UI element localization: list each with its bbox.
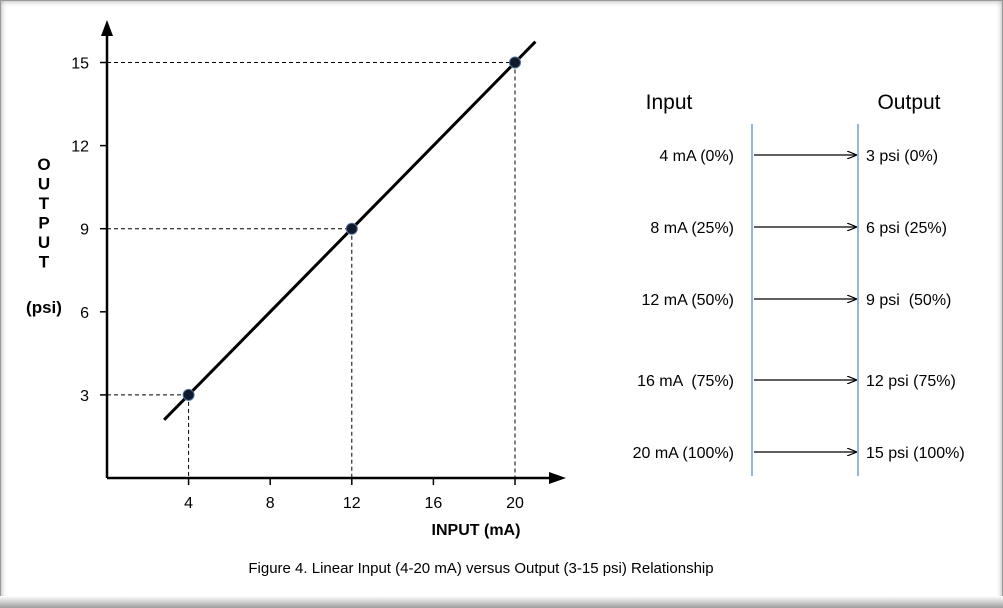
x-tick-label: 20 — [506, 495, 524, 512]
data-point — [345, 222, 358, 235]
data-point — [509, 56, 521, 69]
y-tick-label: 12 — [71, 139, 89, 156]
frame-shadow — [0, 596, 1003, 608]
mapping-table: Input Output 4 mA (0%) 3 psi (0%) 8 mA (25… — [633, 91, 965, 476]
output-value: 12 psi (75%) — [866, 373, 956, 390]
y-axis-unit: (psi) — [26, 298, 62, 317]
input-value: 16 mA (75%) — [637, 373, 734, 390]
x-tick-label: 12 — [343, 495, 361, 512]
y-axis-label-letter: T — [39, 253, 50, 272]
x-tick-label: 4 — [184, 495, 193, 512]
y-tick-label: 15 — [71, 56, 89, 73]
figure-caption: Figure 4. Linear Input (4-20 mA) versus … — [248, 560, 713, 577]
input-value: 12 mA (50%) — [642, 292, 734, 309]
output-value: 6 psi (25%) — [866, 220, 947, 237]
x-axis-label: INPUT (mA) — [432, 522, 521, 539]
y-ticks: 3 6 9 12 15 — [71, 56, 107, 405]
y-axis-label-letter: P — [38, 214, 49, 233]
output-value: 9 psi (50%) — [866, 292, 951, 309]
x-tick-label: 8 — [266, 495, 275, 512]
input-header: Input — [646, 91, 693, 114]
data-points — [182, 56, 521, 401]
input-value: 4 mA (0%) — [659, 148, 734, 165]
mapping-rows: 4 mA (0%) 3 psi (0%) 8 mA (25%) 6 psi (25%)… — [633, 148, 965, 462]
y-tick-label: 9 — [80, 222, 89, 239]
output-value: 15 psi (100%) — [866, 445, 965, 462]
output-header: Output — [877, 91, 940, 114]
y-tick-label: 3 — [80, 388, 89, 405]
x-tick-label: 16 — [425, 495, 443, 512]
y-axis-label-letter: O — [37, 155, 50, 174]
y-axis-label-letter: U — [38, 175, 50, 194]
y-tick-label: 6 — [80, 305, 89, 322]
y-axis-label-letter: U — [38, 233, 50, 252]
x-ticks: 4 8 12 16 20 — [184, 478, 524, 512]
input-value: 20 mA (100%) — [633, 445, 734, 462]
y-axis-arrow — [101, 20, 113, 36]
data-point — [182, 388, 195, 401]
y-axis-label-letter: T — [39, 194, 50, 213]
output-value: 3 psi (0%) — [866, 148, 938, 165]
guide-lines — [107, 62, 516, 478]
x-axis-arrow — [549, 472, 566, 484]
input-value: 8 mA (25%) — [650, 220, 734, 237]
